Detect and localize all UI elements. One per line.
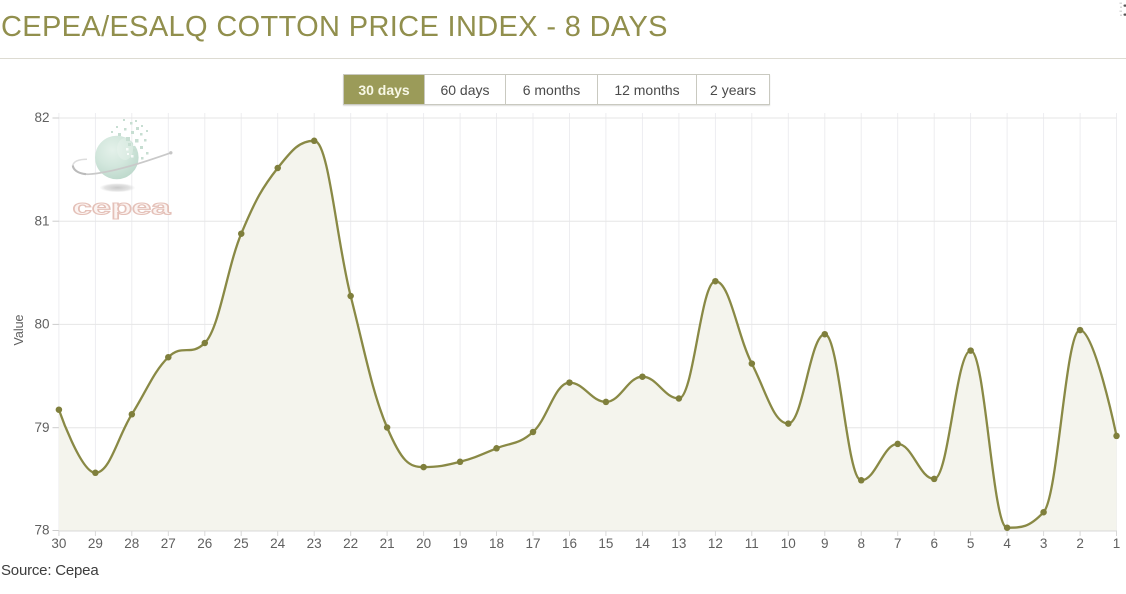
svg-text:29: 29 xyxy=(88,536,103,551)
svg-text:1: 1 xyxy=(1113,536,1121,551)
svg-text:8: 8 xyxy=(857,536,865,551)
svg-text:cepea: cepea xyxy=(73,195,173,219)
svg-text:3: 3 xyxy=(1040,536,1048,551)
svg-text:24: 24 xyxy=(270,536,286,551)
svg-text:6: 6 xyxy=(930,536,938,551)
svg-text:28: 28 xyxy=(124,536,139,551)
svg-text:21: 21 xyxy=(380,536,395,551)
svg-text:81: 81 xyxy=(34,213,49,228)
svg-text:11: 11 xyxy=(745,536,759,551)
svg-text:9: 9 xyxy=(821,536,829,551)
svg-text:79: 79 xyxy=(34,420,49,435)
svg-text:18: 18 xyxy=(489,536,504,551)
svg-text:17: 17 xyxy=(525,536,540,551)
svg-text:25: 25 xyxy=(234,536,249,551)
svg-text:14: 14 xyxy=(635,536,651,551)
svg-text:22: 22 xyxy=(343,536,358,551)
svg-text:7: 7 xyxy=(894,536,902,551)
svg-text:10: 10 xyxy=(781,536,796,551)
svg-text:12: 12 xyxy=(708,536,723,551)
svg-text:Value: Value xyxy=(12,314,26,345)
svg-text:27: 27 xyxy=(161,536,176,551)
svg-text:5: 5 xyxy=(967,536,975,551)
svg-text:13: 13 xyxy=(671,536,686,551)
svg-text:30: 30 xyxy=(51,536,66,551)
svg-text:4: 4 xyxy=(1003,536,1011,551)
svg-text:78: 78 xyxy=(34,523,49,538)
svg-text:20: 20 xyxy=(416,536,431,551)
svg-text:19: 19 xyxy=(453,536,468,551)
svg-text:82: 82 xyxy=(34,110,49,125)
svg-text:15: 15 xyxy=(598,536,613,551)
svg-text:80: 80 xyxy=(34,317,49,332)
svg-text:16: 16 xyxy=(562,536,577,551)
svg-text:23: 23 xyxy=(307,536,322,551)
svg-text:2: 2 xyxy=(1076,536,1084,551)
svg-text:26: 26 xyxy=(197,536,212,551)
